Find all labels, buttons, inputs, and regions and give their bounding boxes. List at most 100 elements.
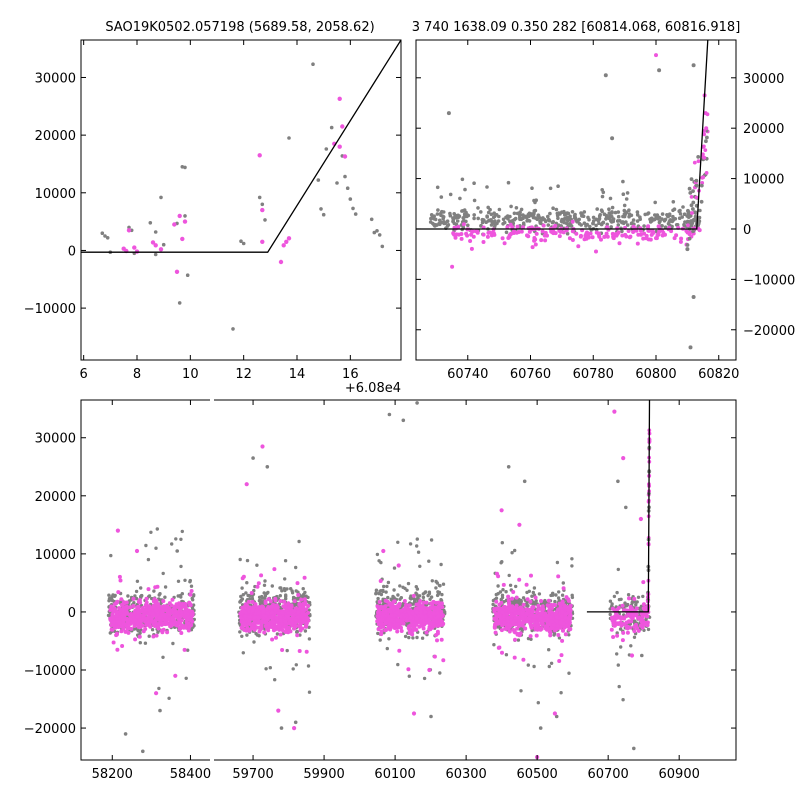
gray-point	[501, 541, 504, 544]
gray-point	[660, 224, 664, 228]
gray-point	[238, 600, 241, 603]
magenta-point	[636, 233, 640, 237]
gray-point	[472, 213, 476, 217]
magenta-point	[640, 620, 644, 624]
magenta-point	[464, 232, 468, 236]
gray-point	[556, 184, 560, 188]
gray-point	[289, 587, 292, 590]
gray-point	[189, 579, 192, 582]
magenta-point	[632, 597, 636, 601]
gray-point	[415, 585, 418, 588]
gray-point	[283, 577, 286, 580]
magenta-point	[566, 617, 570, 621]
gray-point	[579, 223, 583, 227]
gray-point	[501, 222, 505, 226]
magenta-point	[175, 270, 179, 274]
gray-point	[689, 219, 693, 223]
gray-point	[678, 209, 682, 213]
magenta-point	[115, 633, 119, 637]
gray-point	[550, 662, 553, 665]
gray-point	[681, 205, 685, 209]
gray-extreme	[280, 726, 284, 730]
gray-point	[245, 581, 248, 584]
gray-point	[263, 218, 267, 222]
magenta-extreme	[612, 410, 616, 414]
gray-point	[625, 210, 629, 214]
gray-point	[514, 585, 517, 588]
gray-extreme	[640, 654, 644, 658]
gray-point	[598, 214, 602, 218]
gray-point	[532, 665, 535, 668]
magenta-point	[190, 619, 194, 623]
gray-point	[519, 689, 522, 692]
x-tick-label: 58200	[92, 767, 133, 782]
magenta-point	[305, 650, 309, 654]
magenta-point	[407, 626, 411, 630]
magenta-point	[378, 607, 382, 611]
gray-point	[559, 691, 562, 694]
gray-point	[547, 223, 551, 227]
magenta-point	[133, 637, 137, 641]
gray-point	[370, 218, 374, 222]
magenta-point	[539, 599, 543, 603]
gray-extreme	[158, 709, 162, 713]
gray-point	[618, 598, 621, 601]
gray-point	[386, 647, 389, 650]
magenta-point	[515, 596, 519, 600]
gray-point	[144, 642, 147, 645]
gray-point	[239, 558, 242, 561]
gray-point	[139, 595, 142, 598]
magenta-point	[299, 598, 303, 602]
magenta-point	[272, 567, 276, 571]
gray-point	[386, 596, 389, 599]
gray-point	[535, 599, 538, 602]
gray-point	[586, 216, 590, 220]
gray-point	[408, 675, 411, 678]
gray-point	[633, 636, 636, 639]
gray-point	[154, 230, 158, 234]
magenta-point	[514, 611, 518, 615]
gray-point	[179, 538, 182, 541]
gray-point	[167, 697, 170, 700]
gray-point	[637, 596, 640, 599]
magenta-point	[531, 610, 535, 614]
magenta-point	[262, 631, 266, 635]
magenta-point	[260, 208, 264, 212]
gray-point	[517, 638, 520, 641]
magenta-point	[383, 621, 387, 625]
magenta-point	[545, 618, 549, 622]
gray-point	[294, 566, 297, 569]
magenta-point	[430, 602, 434, 606]
magenta-point	[644, 622, 648, 626]
gray-point	[390, 598, 393, 601]
magenta-point	[476, 231, 480, 235]
tail-point	[687, 215, 691, 219]
magenta-point	[511, 590, 515, 594]
gray-point	[554, 593, 557, 596]
magenta-point	[136, 615, 140, 619]
gray-outlier	[657, 68, 661, 72]
magenta-point	[548, 610, 552, 614]
magenta-point	[541, 607, 545, 611]
x-tick-label: 60800	[635, 367, 676, 382]
y-tick-label: 0	[68, 244, 76, 259]
tail-point	[695, 196, 699, 200]
gray-point	[557, 590, 560, 593]
gray-point	[428, 591, 431, 594]
gray-point	[392, 588, 395, 591]
gray-point	[295, 589, 298, 592]
gray-point	[159, 196, 163, 200]
gray-point	[680, 215, 684, 219]
gray-point	[398, 598, 401, 601]
gray-point	[671, 209, 675, 213]
magenta-point	[495, 572, 499, 576]
gray-point	[382, 585, 385, 588]
gray-point	[583, 210, 587, 214]
magenta-point	[138, 635, 142, 639]
tail-point	[700, 184, 704, 188]
x-tick-label: 6	[80, 367, 88, 382]
gray-point	[502, 218, 506, 222]
magenta-point	[274, 636, 278, 640]
magenta-point	[161, 622, 165, 626]
gray-point	[238, 630, 241, 633]
